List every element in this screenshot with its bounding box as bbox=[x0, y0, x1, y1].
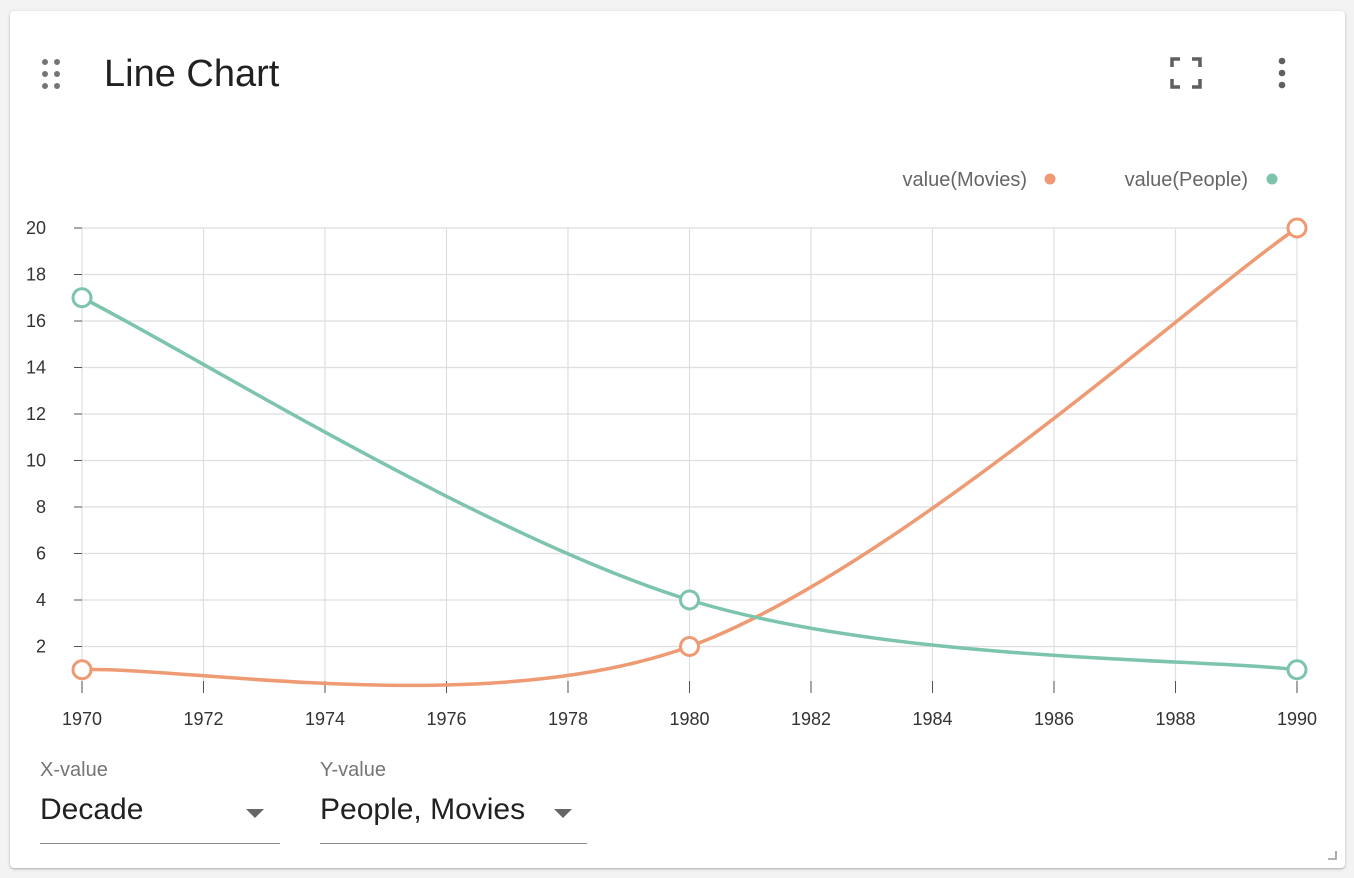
fullscreen-button[interactable] bbox=[1166, 53, 1206, 93]
y-tick-label: 12 bbox=[26, 404, 46, 424]
legend-swatch bbox=[1266, 173, 1278, 185]
chart-grid bbox=[81, 227, 1298, 693]
y-value-selected: People, Movies bbox=[320, 793, 526, 826]
x-value-selected: Decade bbox=[40, 793, 144, 826]
legend-label: value(Movies) bbox=[903, 169, 1027, 191]
y-value-label: Y-value bbox=[320, 759, 386, 781]
y-tick-label: 8 bbox=[36, 497, 46, 517]
chart-axes: 2 4 6 8 10 12 14 16 18 20 1970 1972 1974 1976 1978 1980… bbox=[26, 218, 1317, 729]
resize-grip-icon[interactable] bbox=[1327, 850, 1337, 860]
chevron-down-icon bbox=[246, 809, 264, 818]
x-tick-label: 1986 bbox=[1034, 709, 1074, 729]
data-point bbox=[679, 636, 700, 657]
legend-swatch bbox=[1044, 173, 1056, 185]
chevron-down-icon bbox=[554, 809, 572, 818]
x-tick-label: 1970 bbox=[62, 709, 102, 729]
data-point bbox=[71, 659, 93, 681]
y-tick-label: 20 bbox=[26, 218, 46, 238]
chart-points bbox=[71, 217, 1308, 681]
x-tick-label: 1972 bbox=[183, 709, 223, 729]
drag-dots-icon[interactable] bbox=[42, 59, 64, 89]
line-chart: 2 4 6 8 10 12 14 16 18 20 1970 1972 1974 1976 1978 1980… bbox=[26, 169, 1317, 729]
more-options-button[interactable] bbox=[1262, 53, 1302, 93]
x-tick-label: 1974 bbox=[305, 709, 345, 729]
x-tick-label: 1980 bbox=[669, 709, 709, 729]
y-tick-label: 14 bbox=[26, 358, 46, 378]
x-tick-label: 1988 bbox=[1155, 709, 1195, 729]
data-point bbox=[1286, 659, 1308, 681]
x-tick-label: 1982 bbox=[791, 709, 831, 729]
x-tick-label: 1990 bbox=[1277, 709, 1317, 729]
data-point bbox=[71, 287, 93, 309]
legend-label: value(People) bbox=[1125, 169, 1248, 191]
y-tick-label: 16 bbox=[26, 311, 46, 331]
more-vert-icon bbox=[1278, 57, 1286, 89]
y-value-dropdown[interactable]: Y-value People, Movies bbox=[320, 759, 587, 849]
x-tick-label: 1976 bbox=[426, 709, 466, 729]
data-point bbox=[679, 589, 700, 611]
y-tick-label: 10 bbox=[26, 451, 46, 471]
y-value-underline bbox=[320, 843, 587, 844]
x-tick-label: 1978 bbox=[548, 709, 588, 729]
x-value-dropdown[interactable]: X-value Decade bbox=[40, 759, 280, 849]
chart-legend: value(Movies) value(People) bbox=[903, 169, 1278, 191]
data-point bbox=[1286, 217, 1308, 239]
x-value-label: X-value bbox=[40, 759, 108, 781]
x-tick-label: 1984 bbox=[912, 709, 952, 729]
y-tick-label: 18 bbox=[26, 265, 46, 285]
y-tick-label: 2 bbox=[36, 637, 46, 657]
y-tick-label: 6 bbox=[36, 544, 46, 564]
fullscreen-icon bbox=[1170, 57, 1202, 89]
chart-card: Line Chart 2 4 6 8 10 12 14 16 18 20 1970 1972 1974 1… bbox=[10, 11, 1345, 868]
y-tick-label: 4 bbox=[36, 590, 46, 610]
x-value-underline bbox=[40, 843, 280, 844]
card-title: Line Chart bbox=[104, 53, 280, 95]
